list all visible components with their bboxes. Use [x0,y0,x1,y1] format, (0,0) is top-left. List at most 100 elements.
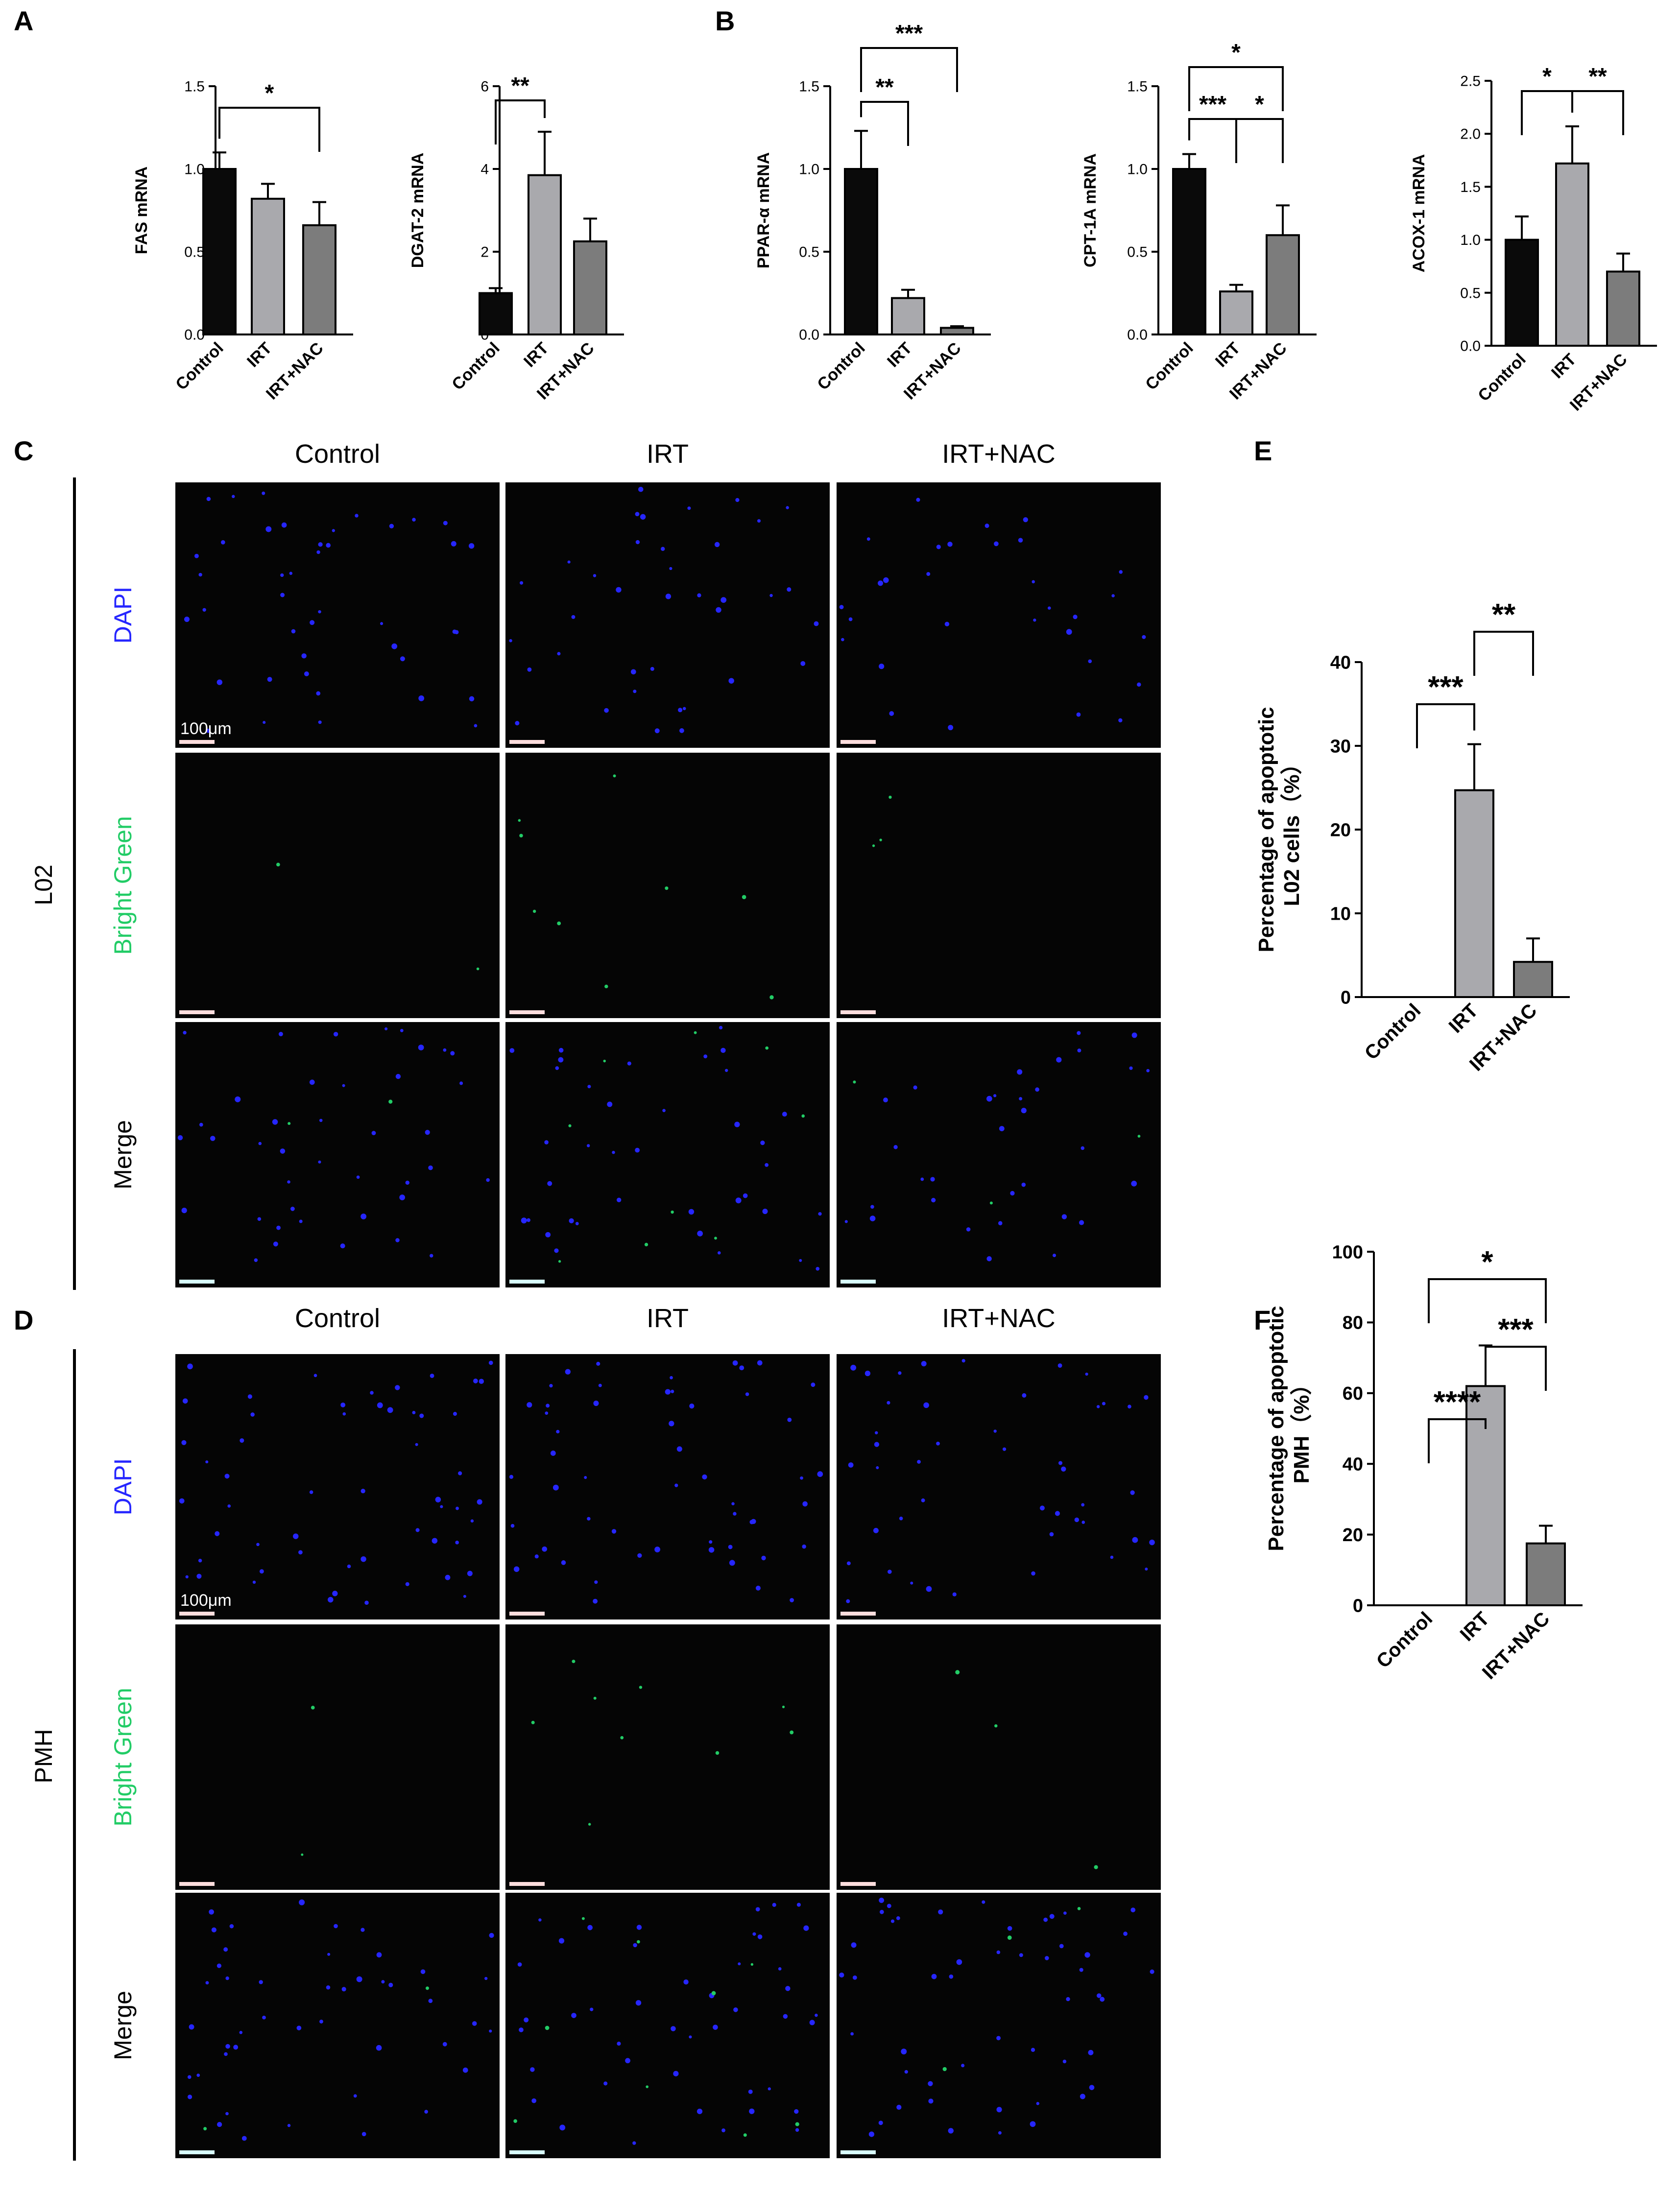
dapi-nucleus [550,1451,556,1456]
y-axis-label: ACOX-1 mRNA [1410,154,1428,273]
dapi-nucleus [1096,1405,1100,1408]
dapi-nucleus [1145,1568,1148,1571]
dapi-nucleus [734,1121,740,1127]
dapi-nucleus [450,1051,455,1056]
micrograph-image [505,1354,830,1619]
green-cell [782,1705,785,1709]
dapi-nucleus [521,1217,527,1224]
dapi-nucleus [848,617,853,621]
micrograph-panels: L02 Control IRT IRT+NAC DAPI Bright Green Merg… [30,439,1161,2161]
dapi-nucleus [682,707,686,711]
dapi-nucleus [225,1976,229,1980]
dapi-nucleus [910,1581,913,1585]
dapi-nucleus [802,1501,808,1507]
dapi-nucleus [1021,1108,1027,1114]
green-cell [620,1736,624,1739]
dapi-nucleus [928,2081,933,2086]
dapi-nucleus [298,1550,303,1555]
y-tick-label: 0.5 [1460,285,1481,301]
significance-label: ** [1588,64,1607,90]
dapi-nucleus [930,1177,935,1182]
micrograph-tile [837,482,1161,748]
dapi-nucleus [961,1359,965,1363]
dapi-nucleus [731,1502,735,1505]
significance-bracket [218,107,320,152]
green-cell [853,1080,856,1084]
dapi-nucleus [814,621,819,626]
significance-label: * [1481,1245,1493,1279]
dapi-nucleus [388,1982,393,1987]
dapi-nucleus [616,587,622,593]
dapi-nucleus [879,1898,885,1903]
dapi-nucleus [1061,1214,1067,1219]
bar-irt [251,197,285,335]
dapi-nucleus [440,1505,443,1508]
green-cell [1094,1865,1098,1869]
dapi-nucleus [944,621,950,627]
dapi-nucleus [674,1483,678,1487]
dapi-nucleus [557,652,561,656]
dapi-nucleus [1031,2048,1035,2052]
dapi-nucleus [1017,1069,1023,1075]
dapi-nucleus [469,696,475,702]
significance-bracket [860,47,958,92]
dapi-nucleus [654,728,660,734]
dapi-nucleus [898,1371,902,1375]
dapi-nucleus [342,1412,346,1416]
bar-irt [1219,290,1253,335]
dapi-nucleus [757,1360,763,1366]
dapi-nucleus [986,1256,992,1262]
dapi-nucleus [688,1209,695,1215]
y-tick-label: 40 [1330,652,1351,673]
dapi-nucleus [913,1085,917,1090]
dapi-nucleus [198,1558,202,1563]
dapi-nucleus [477,1499,482,1505]
micrograph-tile: 100μm [175,1354,500,1619]
dapi-nucleus [783,2014,788,2019]
significance-bracket [1473,631,1534,676]
green-cell [872,844,875,847]
green-cell [568,1124,572,1127]
dapi-nucleus [256,1543,260,1547]
dapi-nucleus [332,1591,338,1596]
dapi-nucleus [768,2087,771,2091]
green-cell [711,1991,716,1996]
dapi-nucleus [280,593,285,597]
dapi-nucleus [443,1048,447,1052]
y-tick-label: 30 [1330,736,1351,757]
dapi-nucleus [936,545,941,549]
dapi-nucleus [183,1031,187,1035]
dapi-nucleus [356,1976,362,1982]
significance-label: ** [875,74,894,100]
dapi-nucleus [371,1131,376,1135]
micrograph-tile [837,753,1161,1018]
dapi-nucleus [637,1553,642,1558]
dapi-nucleus [1088,659,1092,664]
dapi-nucleus [745,1392,749,1396]
dapi-nucleus [683,1979,689,1985]
dapi-nucleus [556,1429,560,1433]
dapi-nucleus [340,1402,346,1407]
dapi-nucleus [948,2128,954,2134]
dapi-nucleus [635,2000,642,2006]
dapi-nucleus [215,1531,220,1536]
bar-control [479,292,513,335]
significance-bracket [1416,703,1475,748]
dapi-nucleus [717,1251,721,1255]
y-tick-label: 2.5 [1460,73,1481,90]
dapi-nucleus [755,1907,760,1912]
dapi-nucleus [931,1198,936,1203]
micrograph-tile [505,1624,830,1890]
dapi-nucleus [733,1512,737,1516]
row-label: Merge [109,1991,137,2060]
dapi-nucleus [889,711,894,716]
dapi-nucleus [728,1545,733,1549]
dapi-nucleus [815,2013,818,2017]
dapi-nucleus [1056,1057,1062,1063]
dapi-nucleus [760,1141,765,1145]
dapi-nucleus [400,656,405,662]
dapi-nucleus [387,1407,393,1413]
dapi-nucleus [998,1221,1003,1226]
dapi-nucleus [555,1066,559,1070]
dapi-nucleus [558,1057,564,1063]
